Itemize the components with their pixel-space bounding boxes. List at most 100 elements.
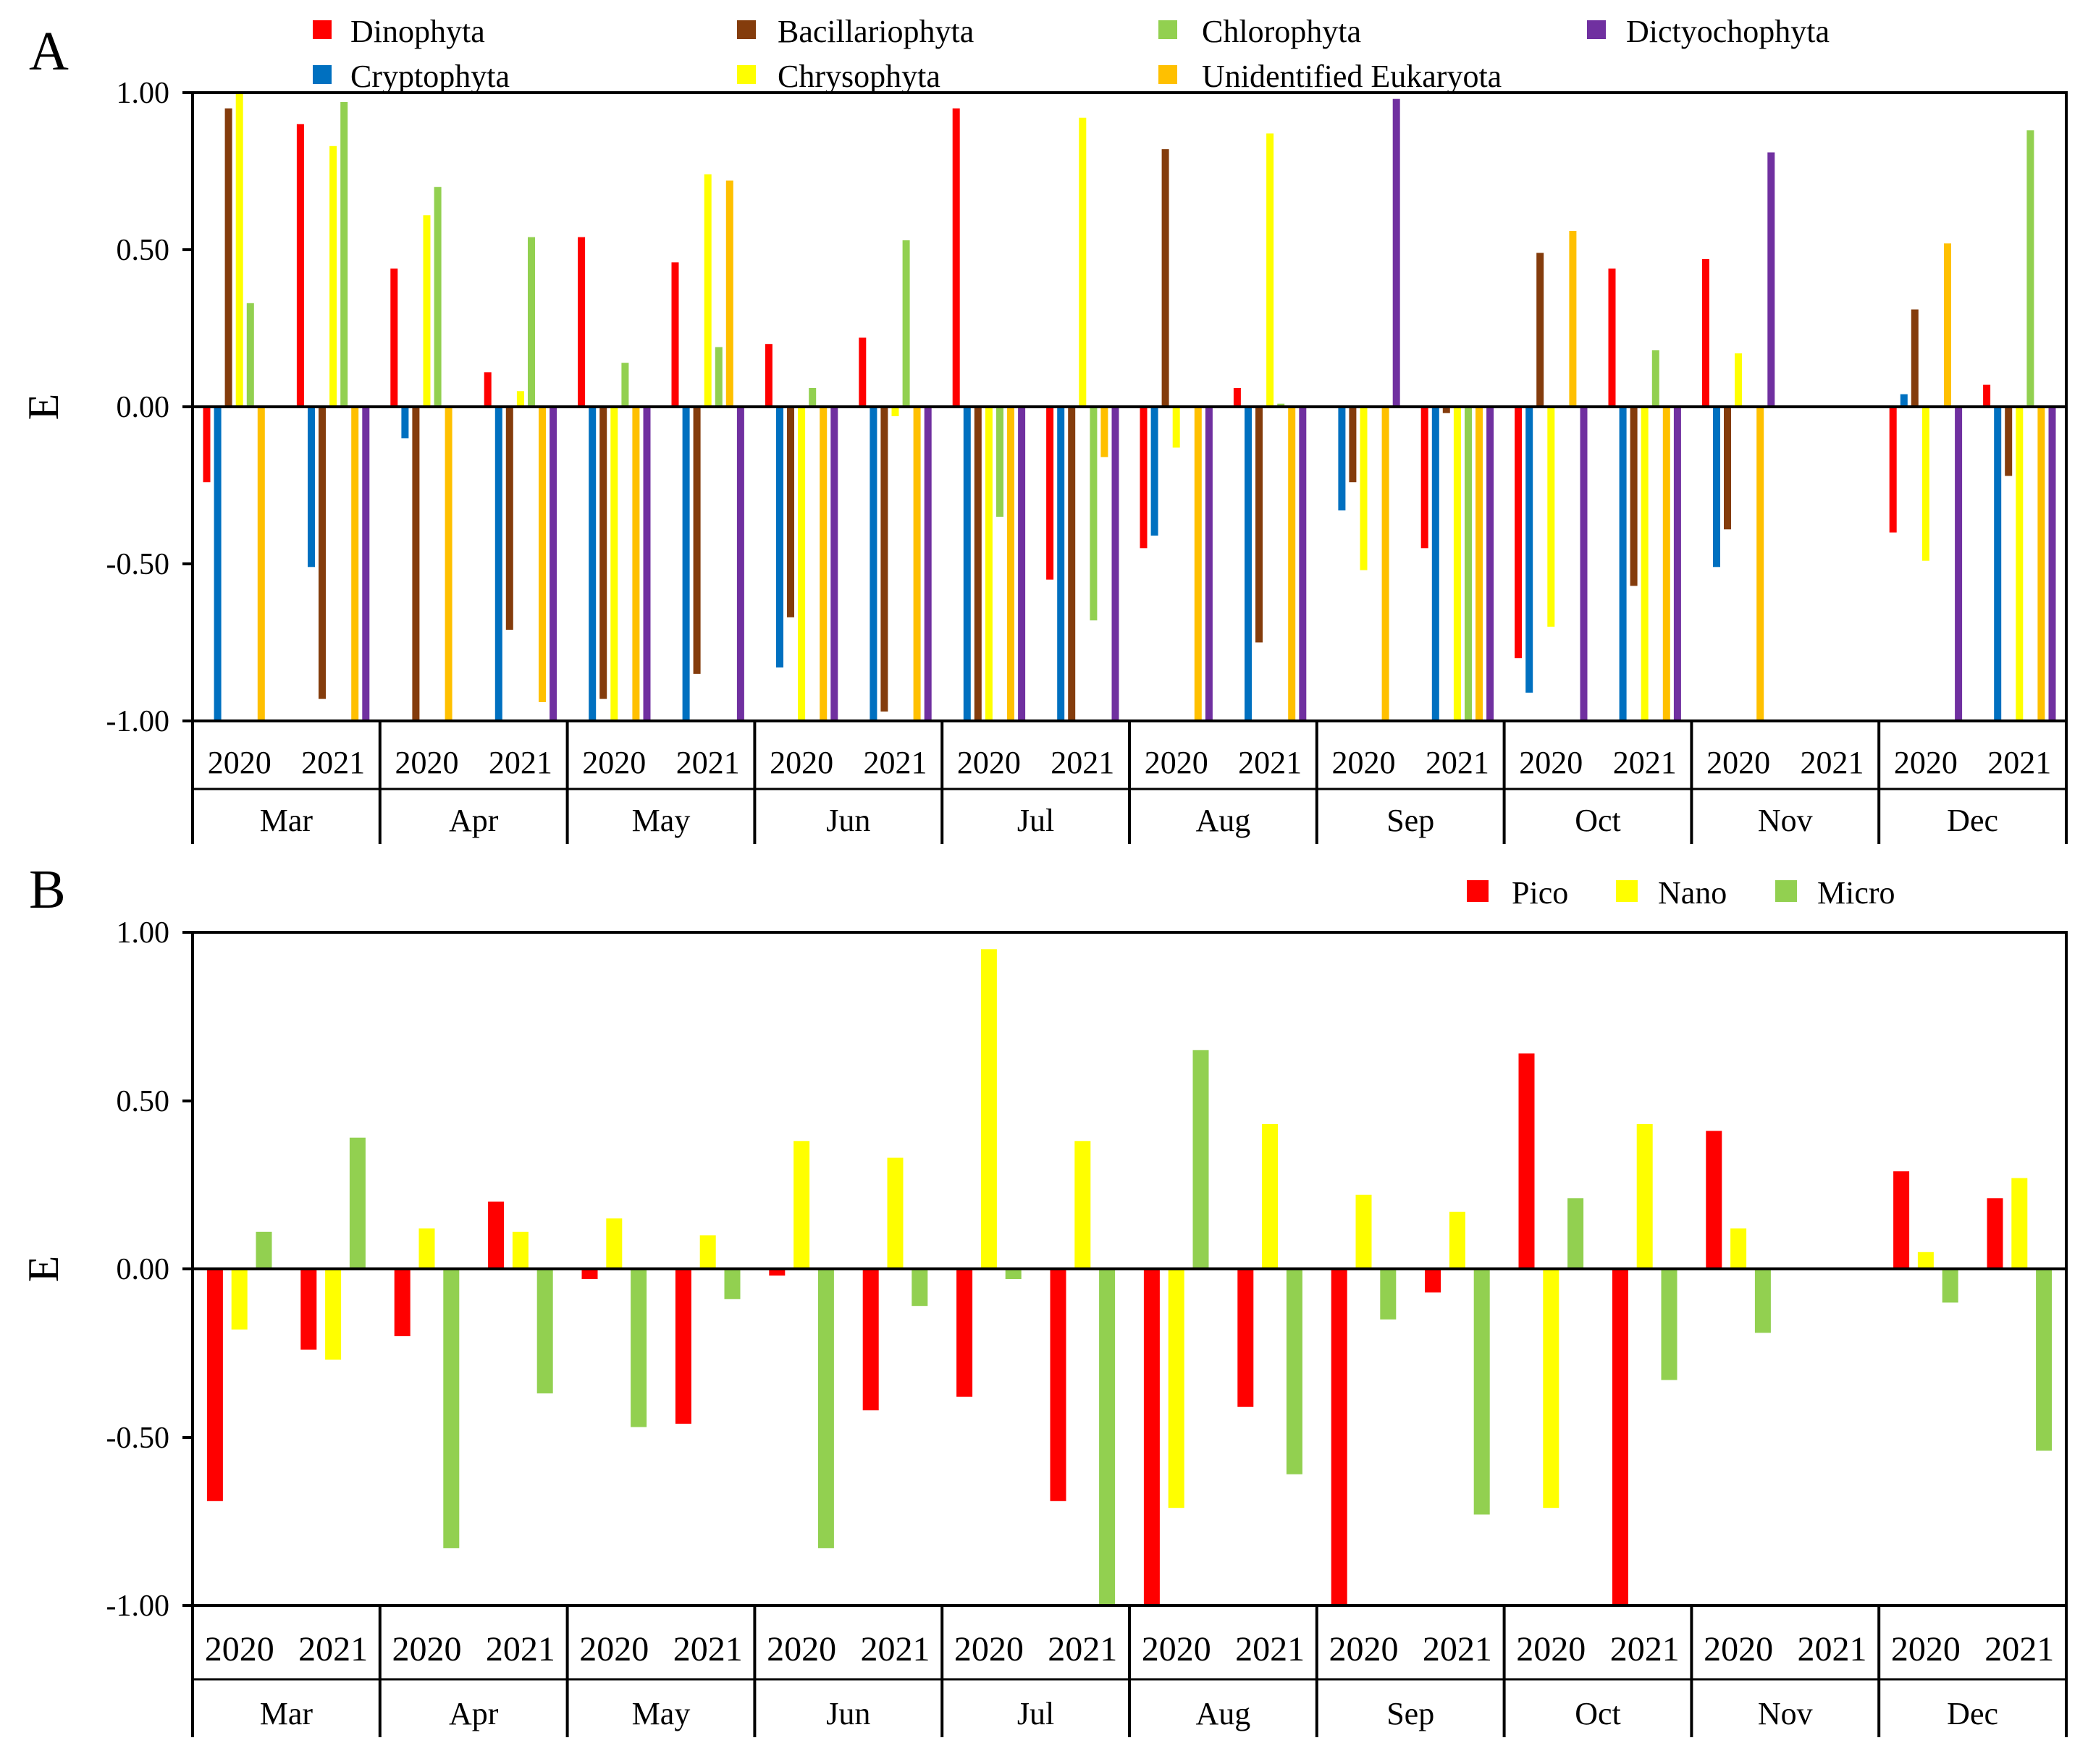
bar-micro-sep-2021	[1473, 1269, 1490, 1515]
legend-swatch-pico	[1467, 880, 1489, 902]
bar-pico-dec-2020	[1893, 1171, 1910, 1269]
bar-bacillariophyta-oct-2020	[1536, 253, 1544, 407]
bar-chlorophyta-jun-2020	[809, 388, 817, 407]
panel-b-chart: B Pico Nano Micro E 1.00 0.50 0.00 -0.50…	[20, 859, 2068, 1737]
x-month-label: Aug	[1196, 803, 1251, 838]
bar-bacillariophyta-apr-2020	[412, 407, 420, 721]
bar-pico-nov-2020	[1706, 1131, 1722, 1269]
x-month-label: Jul	[1017, 803, 1054, 838]
bar-cryptophyta-dec-2021	[1994, 407, 2002, 721]
bar-micro-aug-2021	[1286, 1269, 1302, 1474]
bar-dinophyta-nov-2020	[1701, 259, 1709, 407]
bar-cryptophyta-aug-2020	[1150, 407, 1158, 536]
bar-bacillariophyta-jun-2021	[880, 407, 888, 712]
bar-dinophyta-jul-2020	[952, 108, 960, 407]
x-year-label: 2020	[582, 745, 646, 780]
bar-nano-oct-2020	[1543, 1269, 1559, 1508]
bar-micro-mar-2021	[349, 1137, 366, 1269]
bar-nano-mar-2020	[231, 1269, 248, 1330]
x-year-label: 2020	[579, 1630, 649, 1668]
panel-a-ytick-label: 1.00	[117, 77, 170, 110]
bar-chlorophyta-jul-2021	[1090, 407, 1098, 621]
bar-cryptophyta-jul-2020	[963, 407, 971, 721]
legend-swatch-unidentified-eukaryota	[1158, 65, 1177, 84]
bar-cryptophyta-apr-2020	[401, 407, 409, 439]
bar-unidentified-eukaryota-oct-2020	[1569, 231, 1577, 407]
x-year-label: 2021	[489, 745, 552, 780]
bar-cryptophyta-aug-2021	[1245, 407, 1252, 721]
bar-nano-jun-2021	[887, 1157, 904, 1269]
x-year-label: 2020	[1332, 745, 1396, 780]
legend-swatch-bacillariophyta	[737, 20, 756, 39]
bar-cryptophyta-mar-2020	[214, 407, 222, 721]
x-year-label: 2021	[861, 1630, 930, 1668]
bar-bacillariophyta-sep-2020	[1349, 407, 1357, 483]
bar-pico-aug-2020	[1143, 1269, 1160, 1605]
x-year-label: 2021	[1613, 745, 1677, 780]
bar-nano-may-2021	[699, 1235, 716, 1269]
bar-chrysophyta-jun-2021	[891, 407, 899, 416]
bar-micro-oct-2021	[1661, 1269, 1677, 1380]
x-year-label: 2021	[1987, 745, 2051, 780]
bar-micro-apr-2021	[536, 1269, 553, 1393]
x-year-label: 2020	[957, 745, 1021, 780]
x-year-label: 2021	[1610, 1630, 1680, 1668]
bar-chrysophyta-aug-2021	[1266, 133, 1274, 407]
bar-unidentified-eukaryota-aug-2020	[1194, 407, 1202, 721]
bar-bacillariophyta-oct-2021	[1630, 407, 1638, 586]
bar-unidentified-eukaryota-jun-2021	[913, 407, 921, 721]
bar-nano-jun-2020	[793, 1141, 810, 1269]
bar-cryptophyta-jul-2021	[1057, 407, 1065, 721]
x-month-label: Mar	[260, 803, 313, 838]
bar-pico-aug-2021	[1237, 1269, 1254, 1407]
bar-pico-oct-2020	[1518, 1053, 1535, 1269]
panel-b-bars	[206, 949, 2053, 1605]
bar-dictyochophyta-jun-2020	[830, 407, 838, 721]
bar-bacillariophyta-sep-2021	[1442, 407, 1450, 413]
legend-label-nano: Nano	[1658, 875, 1727, 911]
bar-unidentified-eukaryota-sep-2020	[1381, 407, 1389, 721]
bar-chrysophyta-sep-2020	[1360, 407, 1368, 570]
bar-dinophyta-apr-2020	[390, 269, 398, 407]
x-year-label: 2020	[1894, 745, 1958, 780]
legend-label-pico: Pico	[1512, 875, 1568, 911]
x-year-label: 2021	[486, 1630, 555, 1668]
bar-micro-dec-2021	[2036, 1269, 2053, 1451]
x-year-label: 2021	[1048, 1630, 1117, 1668]
bar-dictyochophyta-may-2021	[736, 407, 744, 721]
panel-b-legend: Pico Nano Micro	[1467, 875, 1895, 911]
legend-swatch-chlorophyta	[1158, 20, 1177, 39]
x-year-label: 2020	[1519, 745, 1583, 780]
bar-nano-apr-2021	[512, 1231, 529, 1269]
x-year-label: 2020	[1516, 1630, 1586, 1668]
x-year-label: 2021	[1051, 745, 1114, 780]
x-month-label: Nov	[1758, 1696, 1813, 1731]
x-year-label: 2020	[1704, 1630, 1773, 1668]
bar-chrysophyta-aug-2020	[1172, 407, 1180, 448]
bar-chrysophyta-sep-2021	[1453, 407, 1461, 721]
bar-chlorophyta-jul-2020	[996, 407, 1003, 517]
bar-dictyochophyta-dec-2020	[1955, 407, 1963, 721]
x-year-label: 2020	[1891, 1630, 1961, 1668]
legend-label-dictyochophyta: Dictyochophyta	[1626, 14, 1830, 49]
bar-chrysophyta-nov-2020	[1735, 353, 1743, 407]
bar-micro-may-2021	[724, 1269, 741, 1299]
x-year-label: 2020	[208, 745, 271, 780]
x-year-label: 2021	[298, 1630, 368, 1668]
bar-unidentified-eukaryota-jul-2020	[1007, 407, 1014, 721]
bar-chrysophyta-jul-2021	[1079, 117, 1087, 407]
x-year-label: 2020	[395, 745, 459, 780]
bar-dinophyta-may-2021	[671, 262, 679, 407]
panel-b-ylabel: E	[20, 1256, 67, 1283]
bar-chrysophyta-may-2020	[610, 407, 618, 721]
bar-chrysophyta-may-2021	[704, 174, 712, 408]
bar-dictyochophyta-nov-2020	[1767, 152, 1775, 407]
bar-pico-jul-2020	[956, 1269, 973, 1397]
bar-cryptophyta-jun-2020	[776, 407, 783, 668]
bar-dinophyta-oct-2020	[1515, 407, 1523, 659]
bar-cryptophyta-mar-2021	[308, 407, 315, 567]
panel-b-ytick-label: 0.00	[117, 1253, 170, 1286]
bar-dictyochophyta-jun-2021	[924, 407, 932, 721]
bar-micro-apr-2020	[443, 1269, 460, 1548]
bar-chlorophyta-dec-2021	[2026, 130, 2034, 407]
